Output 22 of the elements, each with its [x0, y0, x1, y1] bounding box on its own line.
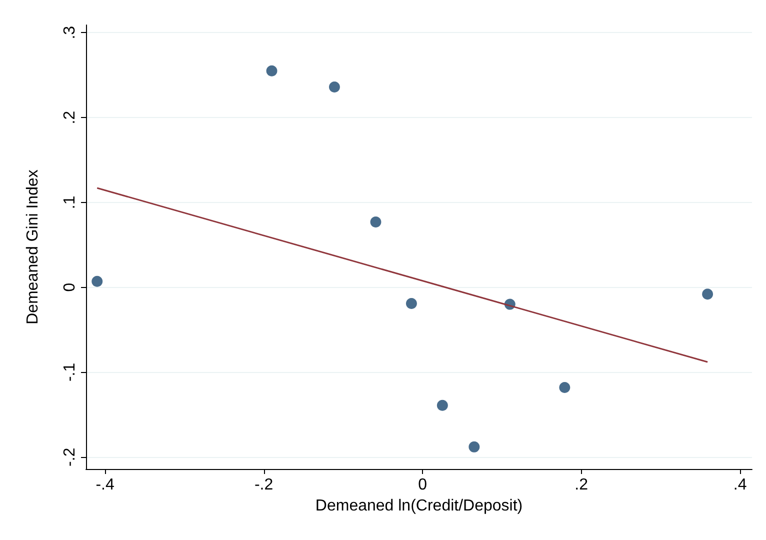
y-tick-label: .1 [62, 196, 78, 210]
point [559, 382, 570, 393]
point [702, 288, 714, 300]
x-axis-title: Demeaned ln(Credit/Deposit) [315, 497, 523, 514]
point [406, 298, 417, 309]
y-tick-label: .3 [62, 26, 78, 40]
x-tick-label: -.4 [96, 476, 114, 494]
y-tick-label: .2 [62, 110, 78, 124]
point [468, 441, 480, 452]
point [436, 400, 448, 411]
point [92, 276, 103, 287]
x-tick-label: .2 [574, 476, 588, 494]
y-tick-label: 0 [62, 282, 78, 292]
x-tick-label: .4 [733, 476, 747, 494]
x-tick-label: 0 [418, 476, 428, 494]
x-tick-label: -.2 [254, 476, 274, 494]
point [328, 81, 340, 92]
point [266, 65, 278, 76]
y-axis-title: Demeaned Gini Index [24, 170, 42, 324]
point [370, 216, 382, 228]
y-tick-label: -.1 [62, 362, 78, 382]
y-tick-label: -.2 [62, 448, 78, 466]
